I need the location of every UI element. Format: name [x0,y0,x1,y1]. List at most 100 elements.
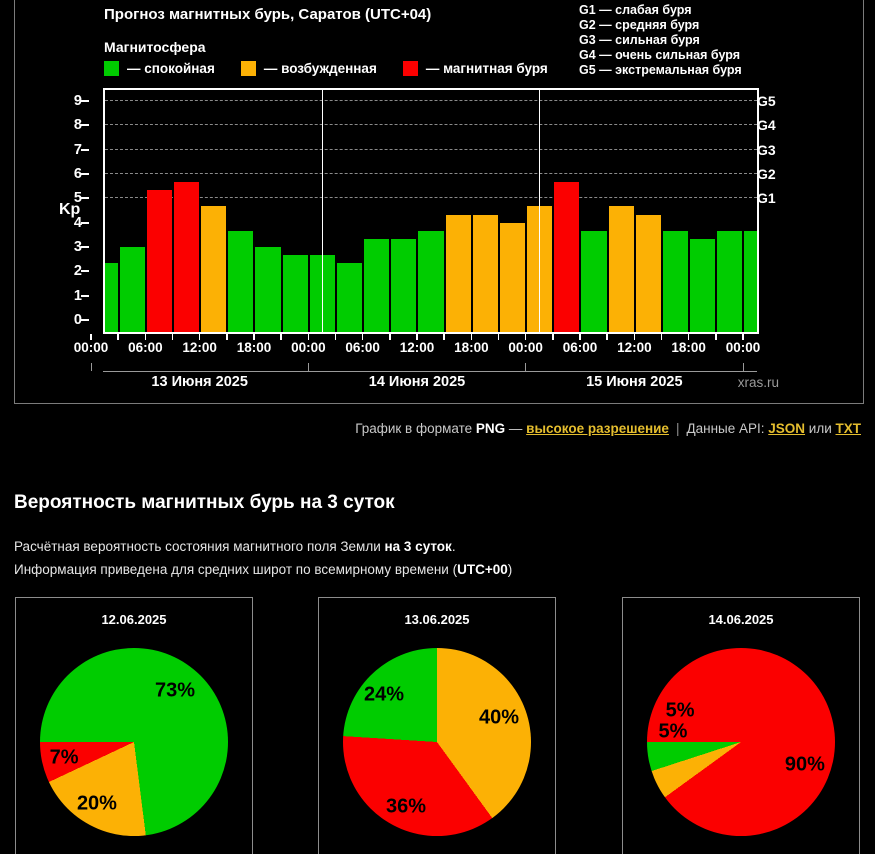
probability-line-2: Информация приведена для средних широт п… [14,562,512,577]
card-date-label: 14.06.2025 [708,612,774,627]
x-tick-23 [715,334,717,340]
y-tick-left-8 [81,124,89,127]
x-tick-label-11: 18:00 [671,340,706,355]
gridline-kp5 [105,197,757,199]
legend-item-excited: — возбужденная [240,61,377,76]
y-axis-label: Kp [59,201,81,218]
day-axis-line [103,371,757,372]
separator: | [675,421,680,436]
x-tick-17 [552,334,554,340]
g-legend-line-2: G2 — средняя буря [579,18,700,32]
probability-card-13.06.2025: 13.06.2025 40% 36% 24% [318,597,556,854]
legend-label-quiet: — спокойная [127,61,215,76]
kp-bar-14-06-15-00 [445,214,471,332]
x-tick-6 [253,334,255,340]
y-tick-left-1 [81,294,89,297]
x-tick-label-4: 00:00 [291,340,326,355]
x-tick-label-8: 00:00 [508,340,543,355]
x-tick-label-12: 00:00 [725,340,761,355]
x-tick-12 [416,334,418,340]
pie-slice-label-storm: 90% [784,753,825,776]
g-legend-line-4: G4 — очень сильная буря [579,48,740,62]
y-tick-left-0 [81,319,89,321]
right-axis-label-G4: G4 [757,117,776,134]
x-tick-label-7: 18:00 [454,340,489,355]
y-tick-left-4 [81,221,89,224]
kp-bar-15-06-12-00 [635,214,661,332]
pie-slice-label-excited: 5% [665,699,695,722]
card-date-label: 13.06.2025 [404,612,470,627]
day-axis-tick [307,363,309,371]
x-tick-label-9: 06:00 [562,340,598,355]
x-tick-0 [90,334,92,340]
high-resolution-link[interactable]: высокое разрешение [526,421,669,436]
gridline-kp8 [105,124,757,126]
day-boundary-line [538,90,541,332]
format-prefix-text: График в формате [355,421,476,436]
pie-chart-12.06.2025: 73% 20% 7% [40,648,228,836]
kp-bar-15-06-18-00 [690,238,716,332]
line2-suffix: ) [507,561,513,577]
y-tick-label-2: 2 [73,263,82,280]
legend-item-quiet: — спокойная [104,61,215,76]
probability-card-12.06.2025: 12.06.2025 73% 20% 7% [15,597,253,854]
y-tick-left-7 [81,148,89,151]
g-legend-line-3: G3 — сильная буря [579,33,700,47]
api-prefix-text: Данные API: [686,421,769,436]
x-tick-19 [606,334,608,340]
kp-bar-14-06-09-00 [391,238,417,332]
kp-bar-14-06-12-00 [418,230,444,332]
right-axis-label-G2: G2 [757,166,776,182]
pie-slice-label-excited: 40% [479,706,520,729]
watermark: xras.ru [737,375,779,390]
x-tick-7 [280,334,282,340]
kp-bar-15-06-03-00 [554,182,580,332]
line1-suffix: . [451,538,456,554]
legend-item-storm: — магнитная буря [402,61,548,76]
kp-bar-13-06-06-00 [146,190,172,332]
x-tick-3 [171,334,174,340]
links-bar: График в формате PNG — высокое разрешени… [355,421,861,436]
kp-bar-15-06-09-00 [608,206,634,332]
x-tick-18 [579,334,581,340]
x-tick-14 [470,334,473,340]
x-tick-16 [524,334,527,340]
y-tick-label-5: 5 [73,190,82,207]
legend-label-storm: — магнитная буря [425,61,548,76]
day-axis-tick [525,363,527,371]
gridline-kp9 [105,100,757,102]
x-tick-11 [389,334,391,340]
magnetosphere-legend: — спокойная — возбужденная — магнитная бур… [104,61,548,76]
probability-line-1: Расчётная вероятность состояния магнитно… [14,539,456,554]
y-tick-label-1: 1 [73,287,82,304]
txt-link[interactable]: TXT [835,421,862,436]
y-tick-label-4: 4 [73,214,82,231]
pie-slice-label-storm: 36% [385,795,426,818]
kp-bar-13-06-03-00 [119,247,145,332]
g-legend-line-1: G1 — слабая буря [579,3,692,17]
probability-heading: Вероятность магнитных бурь на 3 суток [14,492,395,513]
x-tick-label-2: 12:00 [182,340,217,355]
g-scale-legend: G1 — слабая буря G2 — средняя буря G3 — си… [579,3,742,78]
kp-bar-14-06-18-00 [472,214,498,332]
x-tick-13 [443,334,445,340]
x-tick-24 [742,334,744,340]
kp-bar-13-06-18-00 [255,247,281,332]
kp-bar-16-06-00-00 [744,230,757,332]
y-tick-left-3 [81,246,89,248]
right-axis-label-G3: G3 [757,141,776,158]
chart-title: Прогноз магнитных бурь, Саратов (UTC+04) [104,6,432,23]
kp-bar-plot [103,88,759,334]
x-tick-label-6: 12:00 [399,340,435,355]
forecast-chart-panel: Прогноз магнитных бурь, Саратов (UTC+04)… [14,0,864,404]
kp-bar-14-06-21-00 [499,222,526,332]
gridline-kp6 [105,173,757,175]
y-tick-label-6: 6 [73,166,82,182]
png-label: PNG [475,421,506,436]
quiet-swatch-icon [104,61,119,76]
y-tick-label-7: 7 [73,141,82,158]
y-tick-left-9 [81,100,89,102]
json-link[interactable]: JSON [768,421,806,436]
y-tick-label-8: 8 [73,117,82,134]
